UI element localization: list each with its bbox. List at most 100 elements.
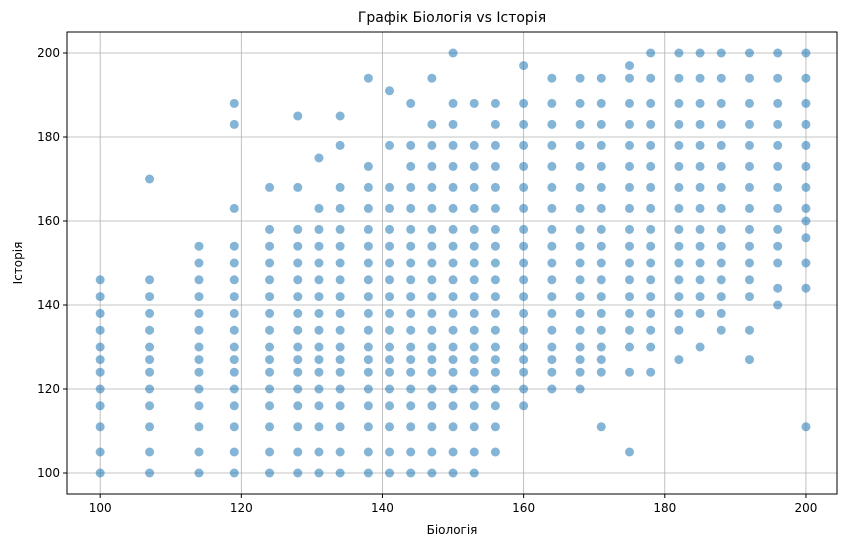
point — [773, 119, 783, 129]
point — [293, 224, 303, 234]
point — [335, 241, 345, 251]
point — [801, 182, 811, 192]
point — [95, 355, 105, 365]
point — [646, 98, 656, 108]
point — [427, 73, 437, 83]
point — [716, 161, 726, 171]
point — [547, 224, 557, 234]
point — [427, 119, 437, 129]
point — [406, 384, 416, 394]
point — [716, 308, 726, 318]
point — [716, 292, 726, 302]
point — [674, 325, 684, 335]
point — [801, 73, 811, 83]
point — [716, 140, 726, 150]
y-tick-label: 160 — [37, 214, 60, 228]
point — [646, 224, 656, 234]
point — [625, 292, 635, 302]
point — [448, 422, 458, 432]
point — [145, 355, 155, 365]
y-axis-label: Історія — [11, 242, 25, 285]
point — [490, 275, 500, 285]
point — [625, 98, 635, 108]
point — [744, 258, 754, 268]
point — [625, 140, 635, 150]
point — [625, 275, 635, 285]
point — [716, 203, 726, 213]
point — [229, 447, 239, 457]
point — [145, 468, 155, 478]
point — [314, 468, 324, 478]
point — [596, 224, 606, 234]
point — [335, 258, 345, 268]
point — [575, 119, 585, 129]
point — [773, 300, 783, 310]
point — [596, 367, 606, 377]
point — [265, 275, 275, 285]
point — [229, 275, 239, 285]
point — [695, 241, 705, 251]
point — [363, 355, 373, 365]
point — [145, 292, 155, 302]
point — [674, 308, 684, 318]
point — [229, 422, 239, 432]
point — [646, 308, 656, 318]
point — [363, 468, 373, 478]
point — [625, 61, 635, 71]
point — [674, 73, 684, 83]
point — [695, 224, 705, 234]
point — [490, 140, 500, 150]
point — [519, 308, 529, 318]
point — [469, 182, 479, 192]
point — [625, 258, 635, 268]
point — [490, 241, 500, 251]
point — [427, 468, 437, 478]
point — [469, 355, 479, 365]
point — [596, 98, 606, 108]
point — [229, 367, 239, 377]
point — [744, 48, 754, 58]
point — [716, 119, 726, 129]
point — [385, 401, 395, 411]
point — [448, 275, 458, 285]
point — [406, 355, 416, 365]
point — [448, 224, 458, 234]
point — [363, 447, 373, 457]
point — [519, 119, 529, 129]
point — [314, 384, 324, 394]
point — [674, 355, 684, 365]
point — [265, 422, 275, 432]
point — [363, 275, 373, 285]
point — [490, 203, 500, 213]
point — [265, 258, 275, 268]
point — [646, 292, 656, 302]
point — [265, 384, 275, 394]
point — [490, 224, 500, 234]
point — [575, 292, 585, 302]
point — [314, 258, 324, 268]
point — [490, 447, 500, 457]
point — [314, 355, 324, 365]
point — [773, 258, 783, 268]
point — [674, 119, 684, 129]
point — [265, 468, 275, 478]
point — [744, 224, 754, 234]
point — [229, 355, 239, 365]
point — [265, 292, 275, 302]
point — [547, 241, 557, 251]
point — [314, 203, 324, 213]
point — [469, 224, 479, 234]
point — [95, 325, 105, 335]
point — [265, 447, 275, 457]
point — [744, 241, 754, 251]
point — [519, 401, 529, 411]
point — [335, 342, 345, 352]
point — [335, 203, 345, 213]
point — [646, 367, 656, 377]
point — [406, 140, 416, 150]
point — [773, 224, 783, 234]
point — [547, 325, 557, 335]
point — [547, 119, 557, 129]
point — [194, 342, 204, 352]
y-tick-label: 140 — [37, 298, 60, 312]
